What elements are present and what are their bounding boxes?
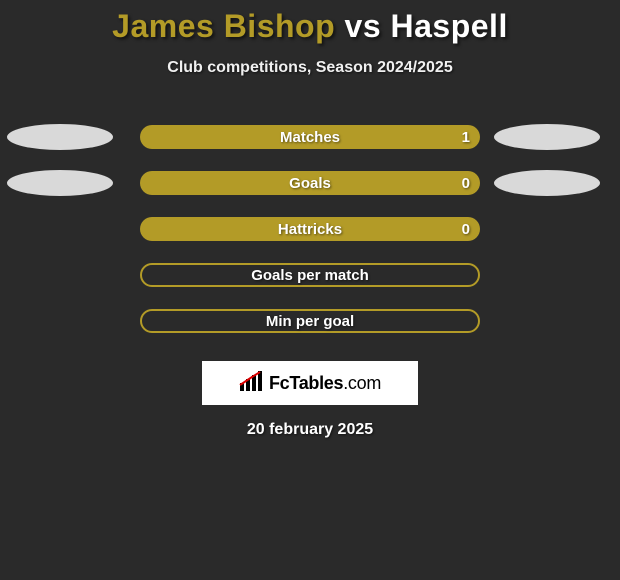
subtitle: Club competitions, Season 2024/2025 [0,59,620,77]
stat-row: Goals 0 [0,165,620,211]
stat-bar: Goals 0 [140,171,480,195]
stat-bar: Goals per match [140,263,480,287]
logo-chart-icon [239,371,265,396]
logo-brand: FcTables [269,373,343,393]
stat-value: 0 [462,175,470,192]
logo-text: FcTables.com [269,373,381,394]
date-text: 20 february 2025 [0,421,620,439]
stat-row: Hattricks 0 [0,211,620,257]
stat-bar: Min per goal [140,309,480,333]
player2-name: Haspell [391,8,508,44]
stat-row: Min per goal [0,303,620,349]
stat-bar: Hattricks 0 [140,217,480,241]
player1-marker [7,170,113,196]
stat-value: 1 [462,129,470,146]
logo-box: FcTables.com [202,361,418,405]
stat-label: Matches [280,129,340,146]
player2-marker [494,124,600,150]
stat-value: 0 [462,221,470,238]
stat-row: Goals per match [0,257,620,303]
stats-rows: Matches 1 Goals 0 Hattricks 0 Goals per match M… [0,119,620,349]
player1-marker [7,124,113,150]
comparison-title: James Bishop vs Haspell [0,0,620,45]
player2-marker [494,170,600,196]
stat-label: Hattricks [278,221,342,238]
stat-label: Min per goal [266,313,354,330]
stat-row: Matches 1 [0,119,620,165]
stat-label: Goals per match [251,267,369,284]
player1-name: James Bishop [112,8,335,44]
stat-label: Goals [289,175,331,192]
vs-separator: vs [345,8,382,44]
stat-bar: Matches 1 [140,125,480,149]
logo-suffix: .com [343,373,381,393]
